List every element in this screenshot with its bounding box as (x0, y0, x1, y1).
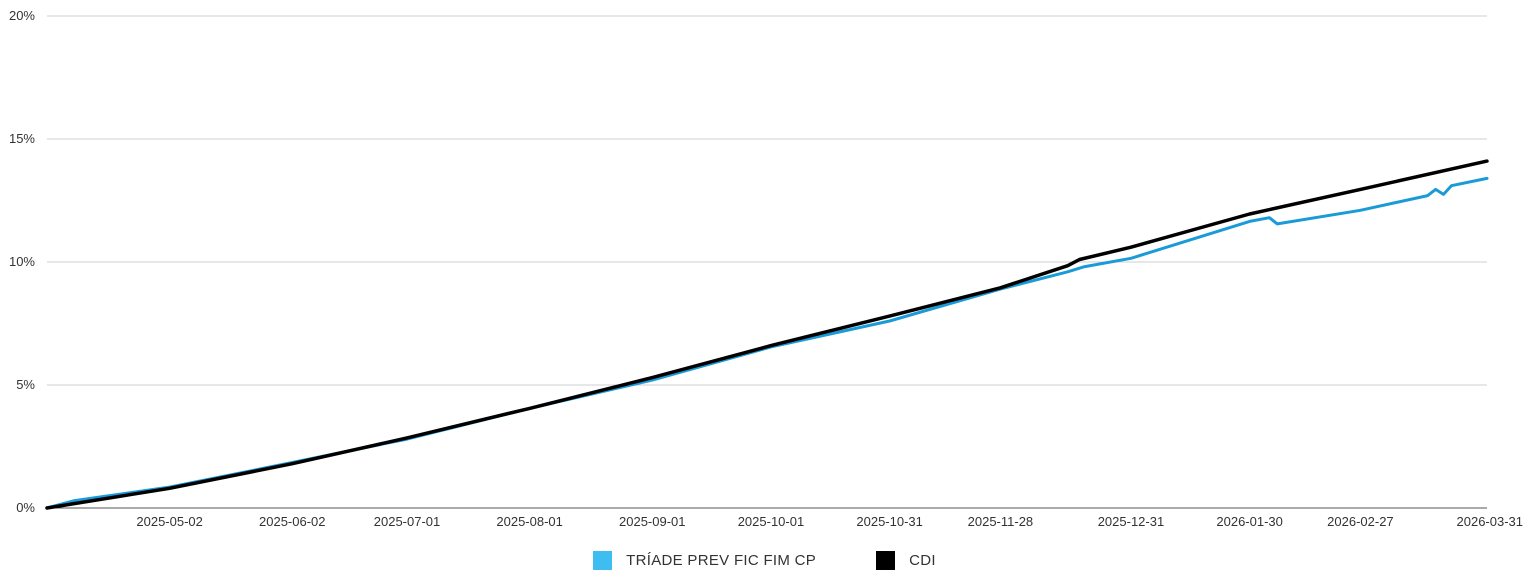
legend-item-cdi: CDI (876, 550, 936, 570)
x-tick-label: 2026-01-30 (1216, 514, 1283, 529)
legend-label-triade: TRÍADE PREV FIC FIM CP (626, 551, 817, 569)
y-tick-label: 10% (9, 254, 35, 269)
x-tick-label: 2025-07-01 (374, 514, 441, 529)
x-tick-label: 2025-12-31 (1098, 514, 1165, 529)
x-tick-label: 2025-09-01 (619, 514, 686, 529)
series-line-triade (45, 176, 1489, 510)
x-tick-label: 2025-10-01 (738, 514, 805, 529)
x-tick-label: 2025-05-02 (136, 514, 203, 529)
legend-swatch-triade (593, 550, 613, 570)
y-tick-label: 5% (16, 377, 35, 392)
gridlines (47, 15, 1487, 509)
x-tick-label: 2025-06-02 (259, 514, 326, 529)
series-line-cdi (45, 159, 1489, 510)
legend-label-cdi: CDI (909, 551, 936, 569)
x-axis-tick-labels: 2025-05-02 2025-06-02 2025-07-01 2025-08-01… (136, 514, 1523, 529)
y-tick-label: 20% (9, 8, 35, 23)
y-tick-label: 15% (9, 131, 35, 146)
y-tick-label: 0% (16, 500, 35, 515)
x-tick-label: 2026-02-27 (1327, 514, 1394, 529)
x-tick-label: 2025-11-28 (968, 514, 1034, 529)
x-tick-label: 2026-03-31 (1457, 514, 1524, 529)
legend-item-triade: TRÍADE PREV FIC FIM CP (593, 550, 817, 570)
y-axis-tick-labels: 0% 5% 10% 15% 20% (9, 8, 35, 515)
line-chart: 0%5%10%15%20% 2025-05-02 2025-06-02 2025-0… (9, 8, 1523, 529)
x-tick-label: 2025-08-01 (496, 514, 563, 529)
x-tick-label: 2025-10-31 (856, 514, 923, 529)
legend-swatch-cdi (876, 550, 896, 570)
legend: TRÍADE PREV FIC FIM CP CDI (0, 548, 1529, 572)
series-lines (45, 159, 1489, 510)
